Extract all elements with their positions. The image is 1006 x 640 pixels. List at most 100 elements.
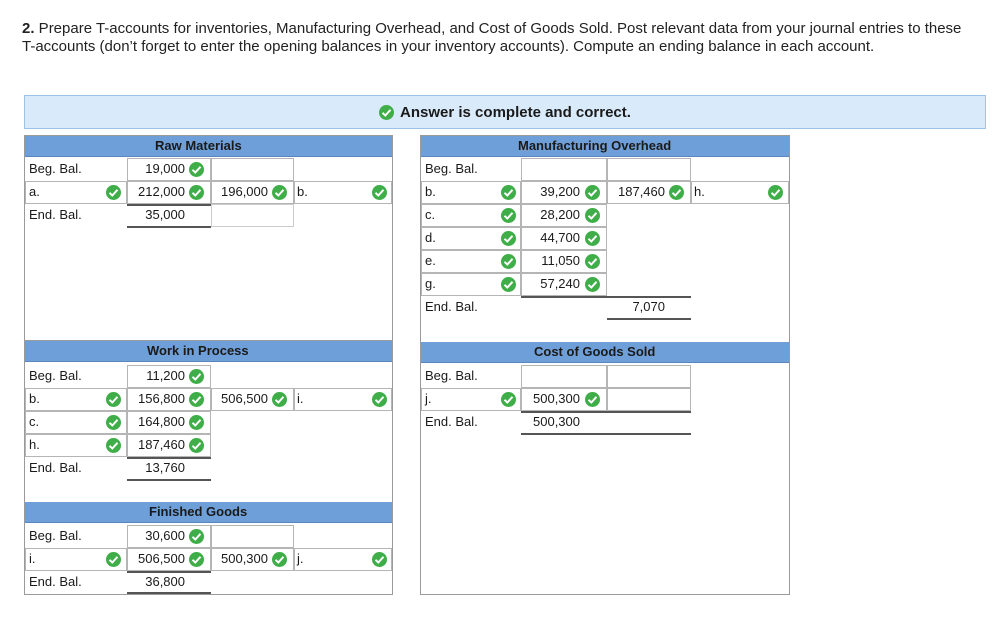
entry-label-field[interactable] [421, 388, 521, 411]
check-circle-icon [501, 254, 516, 269]
entry-debit: 156,800 [138, 391, 185, 406]
entry-debit-field[interactable] [521, 273, 607, 296]
check-circle-icon [189, 529, 204, 544]
account-title: Manufacturing Overhead [518, 138, 672, 153]
end-bal-label: End. Bal. [29, 460, 82, 475]
check-circle-icon [106, 552, 121, 567]
entry-debit: 506,500 [138, 551, 185, 566]
beg-bal-debit-field[interactable] [521, 365, 607, 388]
check-circle-icon [501, 208, 516, 223]
account-title: Cost of Goods Sold [534, 344, 656, 359]
double-rule [521, 411, 691, 413]
entry-label-field[interactable] [25, 548, 127, 571]
manufacturing-overhead-header: Manufacturing Overhead [421, 136, 789, 157]
check-circle-icon [501, 185, 516, 200]
question-text: Prepare T-accounts for inventories, Manu… [22, 20, 962, 55]
entry-label-field[interactable] [25, 181, 127, 204]
entry-label: j. [425, 391, 432, 406]
entry-debit-field[interactable] [521, 250, 607, 273]
entry-credit-label: i. [297, 391, 304, 406]
check-circle-icon [501, 392, 516, 407]
entry-label: c. [425, 207, 436, 222]
entry-label: b. [29, 391, 40, 406]
entry-debit-field[interactable] [521, 204, 607, 227]
entry-debit: 57,240 [540, 276, 580, 291]
check-circle-icon [379, 104, 395, 120]
entry-debit: 500,300 [533, 391, 580, 406]
beg-bal-label: Beg. Bal. [29, 368, 82, 383]
entry-debit: 39,200 [540, 184, 580, 199]
entry-b-label: b. [297, 184, 308, 199]
check-circle-icon [585, 231, 600, 246]
beg-bal-value: 30,600 [145, 528, 185, 543]
end-bal-credit-field[interactable] [211, 204, 294, 227]
account-title: Work in Process [147, 343, 249, 358]
entry-credit-label-field[interactable] [294, 388, 392, 411]
entry-label: g. [425, 276, 436, 291]
beg-bal-debit-field[interactable] [521, 158, 607, 181]
end-bal-label: End. Bal. [425, 414, 478, 429]
entry-label-field[interactable] [421, 181, 521, 204]
end-bal-label: End. Bal. [29, 574, 82, 589]
entry-a-debit: 212,000 [138, 184, 185, 199]
entry-debit: 28,200 [540, 207, 580, 222]
double-rule [127, 204, 211, 206]
entry-debit-field[interactable] [521, 181, 607, 204]
beg-bal-credit-field[interactable] [211, 158, 294, 181]
manufacturing-overhead-account: Manufacturing Overhead Beg. Bal. b. 39,2… [420, 135, 790, 595]
entry-credit-field[interactable] [607, 388, 691, 411]
check-circle-icon [106, 392, 121, 407]
bottom-rule [127, 479, 211, 481]
entry-credit-label-field[interactable] [691, 181, 789, 204]
account-title: Raw Materials [155, 138, 242, 153]
check-circle-icon [106, 185, 121, 200]
entry-label-field[interactable] [25, 388, 127, 411]
bottom-rule [127, 592, 211, 594]
entry-b-label-field[interactable] [294, 181, 392, 204]
entry-debit-field[interactable] [521, 227, 607, 250]
check-circle-icon [585, 254, 600, 269]
check-circle-icon [189, 415, 204, 430]
entry-label-field[interactable] [25, 411, 127, 434]
beg-bal-credit-field[interactable] [211, 525, 294, 548]
end-bal-value: 35,000 [145, 207, 185, 222]
check-circle-icon [189, 392, 204, 407]
raw-materials-header: Raw Materials [25, 136, 392, 157]
entry-label-field[interactable] [421, 273, 521, 296]
raw-materials-account: Raw Materials Beg. Bal. 19,000 a. 212,00… [24, 135, 393, 341]
work-in-process-account: Work in Process Beg. Bal. 11,200 b. 156,… [24, 341, 393, 595]
cogs-header: Cost of Goods Sold [421, 342, 789, 363]
end-bal-label: End. Bal. [425, 299, 478, 314]
entry-label-field[interactable] [421, 227, 521, 250]
entry-credit: 506,500 [221, 391, 268, 406]
question-number: 2. [22, 20, 35, 37]
end-bal-value: 36,800 [145, 574, 185, 589]
finished-goods-header: Finished Goods [25, 502, 392, 523]
entry-label: i. [29, 551, 36, 566]
check-circle-icon [106, 438, 121, 453]
entry-debit-field[interactable] [521, 388, 607, 411]
entry-label: d. [425, 230, 436, 245]
check-circle-icon [669, 185, 684, 200]
entry-label-field[interactable] [421, 204, 521, 227]
check-circle-icon [189, 438, 204, 453]
entry-label-field[interactable] [421, 250, 521, 273]
beg-bal-credit-field[interactable] [607, 365, 691, 388]
double-rule [127, 571, 211, 573]
entry-debit: 11,050 [541, 253, 580, 268]
entry-label: e. [425, 253, 436, 268]
entry-credit-label: j. [297, 551, 304, 566]
end-bal-credit: 7,070 [632, 299, 665, 314]
check-circle-icon [189, 369, 204, 384]
beg-bal-label: Beg. Bal. [425, 368, 478, 383]
check-circle-icon [189, 185, 204, 200]
entry-credit-label-field[interactable] [294, 548, 392, 571]
banner-text: Answer is complete and correct. [400, 103, 631, 121]
check-circle-icon [106, 415, 121, 430]
beg-bal-credit-field[interactable] [607, 158, 691, 181]
entry-label-field[interactable] [25, 434, 127, 457]
entry-credit: 500,300 [221, 551, 268, 566]
entry-credit-label: h. [694, 184, 705, 199]
beg-bal-label: Beg. Bal. [29, 528, 82, 543]
entry-debit: 164,800 [138, 414, 185, 429]
